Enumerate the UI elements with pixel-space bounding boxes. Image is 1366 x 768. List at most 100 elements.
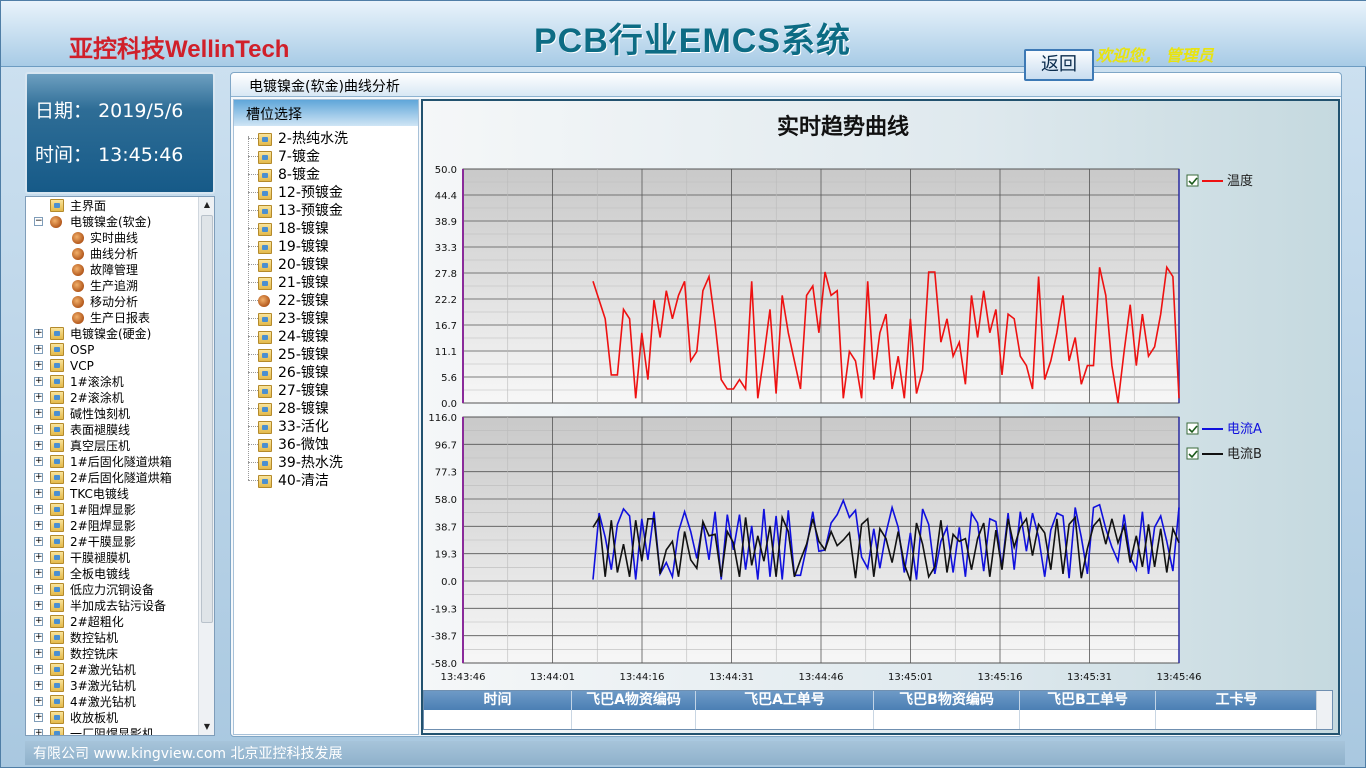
- expand-icon[interactable]: +: [34, 648, 43, 658]
- slot-item[interactable]: 25-镀镍: [234, 346, 418, 364]
- scroll-up-arrow-icon[interactable]: ▲: [203, 200, 211, 209]
- slot-item[interactable]: 7-镀金: [234, 148, 418, 166]
- expand-icon[interactable]: +: [34, 424, 43, 434]
- nav-item[interactable]: +1#后固化隧道烘箱: [26, 454, 198, 470]
- nav-item[interactable]: + 干膜褪膜机: [26, 550, 198, 566]
- expand-icon[interactable]: +: [34, 664, 43, 674]
- slot-item[interactable]: 23-镀镍: [234, 310, 418, 328]
- table-scrollbar[interactable]: [1316, 691, 1332, 729]
- nav-item[interactable]: + VCP: [26, 358, 198, 374]
- slot-item[interactable]: 8-镀金: [234, 166, 418, 184]
- table-cell[interactable]: [696, 710, 874, 729]
- return-button[interactable]: 返回: [1024, 49, 1094, 81]
- nav-item[interactable]: +2#超粗化: [26, 614, 198, 630]
- nav-item[interactable]: +3#激光钻机: [26, 678, 198, 694]
- table-cell[interactable]: [572, 710, 696, 729]
- expand-icon[interactable]: +: [34, 584, 43, 594]
- nav-item[interactable]: + 数控铣床: [26, 646, 198, 662]
- nav-item[interactable]: + 真空层压机: [26, 438, 198, 454]
- slot-item[interactable]: 33-活化: [234, 418, 418, 436]
- expand-icon[interactable]: +: [34, 696, 43, 706]
- nav-item[interactable]: + 一厂阻焊显影机: [26, 726, 198, 736]
- nav-item[interactable]: + OSP: [26, 342, 198, 358]
- folder-icon: [50, 679, 64, 692]
- nav-item[interactable]: 移动分析: [26, 294, 198, 310]
- expand-icon[interactable]: +: [34, 456, 43, 466]
- nav-item[interactable]: − 电镀镍金(软金): [26, 214, 198, 230]
- nav-item[interactable]: +2#滚涂机: [26, 390, 198, 406]
- nav-scrollbar[interactable]: ▲ ▼: [198, 197, 214, 735]
- expand-icon[interactable]: +: [34, 488, 43, 498]
- slot-item[interactable]: 36-微蚀: [234, 436, 418, 454]
- table-header-time[interactable]: 时间: [424, 691, 572, 710]
- slot-item[interactable]: 21-镀镍: [234, 274, 418, 292]
- table-header-busA-code[interactable]: 飞巴A物资编码: [572, 691, 696, 710]
- expand-icon[interactable]: +: [34, 632, 43, 642]
- nav-item[interactable]: 主界面: [26, 198, 198, 214]
- table-cell[interactable]: [874, 710, 1020, 729]
- nav-item[interactable]: +4#激光钻机: [26, 694, 198, 710]
- nav-item[interactable]: +2#阻焊显影: [26, 518, 198, 534]
- table-header-card-no[interactable]: 工卡号: [1156, 691, 1318, 710]
- slot-item[interactable]: 39-热水洗: [234, 454, 418, 472]
- nav-item[interactable]: 曲线分析: [26, 246, 198, 262]
- slot-item[interactable]: 12-预镀金: [234, 184, 418, 202]
- slot-item[interactable]: 13-预镀金: [234, 202, 418, 220]
- slot-item[interactable]: 26-镀镍: [234, 364, 418, 382]
- expand-icon[interactable]: +: [34, 568, 43, 578]
- scroll-thumb[interactable]: [201, 215, 213, 623]
- expand-icon[interactable]: +: [34, 520, 43, 530]
- nav-item[interactable]: 生产追溯: [26, 278, 198, 294]
- nav-item[interactable]: +2#干膜显影: [26, 534, 198, 550]
- expand-icon[interactable]: +: [34, 552, 43, 562]
- table-cell[interactable]: [1156, 710, 1318, 729]
- nav-item[interactable]: +2#后固化隧道烘箱: [26, 470, 198, 486]
- expand-icon[interactable]: +: [34, 504, 43, 514]
- expand-icon[interactable]: +: [34, 472, 43, 482]
- collapse-icon[interactable]: −: [34, 216, 43, 226]
- nav-item[interactable]: 生产日报表: [26, 310, 198, 326]
- expand-icon[interactable]: +: [34, 600, 43, 610]
- expand-icon[interactable]: +: [34, 536, 43, 546]
- table-header-busB-code[interactable]: 飞巴B物资编码: [874, 691, 1020, 710]
- nav-item[interactable]: + TKC电镀线: [26, 486, 198, 502]
- expand-icon[interactable]: +: [34, 344, 43, 354]
- expand-icon[interactable]: +: [34, 408, 43, 418]
- nav-item[interactable]: + 表面褪膜线: [26, 422, 198, 438]
- scroll-down-arrow-icon[interactable]: ▼: [203, 722, 211, 731]
- nav-item[interactable]: 实时曲线: [26, 230, 198, 246]
- slot-item[interactable]: 18-镀镍: [234, 220, 418, 238]
- table-cell[interactable]: [1020, 710, 1156, 729]
- table-header-busA-order[interactable]: 飞巴A工单号: [696, 691, 874, 710]
- nav-item[interactable]: + 收放板机: [26, 710, 198, 726]
- expand-icon[interactable]: +: [34, 376, 43, 386]
- nav-item[interactable]: + 数控钻机: [26, 630, 198, 646]
- slot-item[interactable]: 20-镀镍: [234, 256, 418, 274]
- slot-item[interactable]: 24-镀镍: [234, 328, 418, 346]
- expand-icon[interactable]: +: [34, 728, 43, 736]
- slot-item[interactable]: 19-镀镍: [234, 238, 418, 256]
- nav-item[interactable]: +1#阻焊显影: [26, 502, 198, 518]
- nav-item[interactable]: + 电镀镍金(硬金): [26, 326, 198, 342]
- slot-item[interactable]: 40-清洁: [234, 472, 418, 490]
- nav-item[interactable]: +2#激光钻机: [26, 662, 198, 678]
- expand-icon[interactable]: +: [34, 360, 43, 370]
- slot-item[interactable]: 28-镀镍: [234, 400, 418, 418]
- nav-item[interactable]: + 碱性蚀刻机: [26, 406, 198, 422]
- slot-item[interactable]: 2-热纯水洗: [234, 130, 418, 148]
- expand-icon[interactable]: +: [34, 392, 43, 402]
- expand-icon[interactable]: +: [34, 680, 43, 690]
- nav-item[interactable]: + 半加成去钻污设备: [26, 598, 198, 614]
- expand-icon[interactable]: +: [34, 712, 43, 722]
- table-cell[interactable]: [424, 710, 572, 729]
- slot-item[interactable]: 22-镀镍: [234, 292, 418, 310]
- expand-icon[interactable]: +: [34, 440, 43, 450]
- table-header-busB-order[interactable]: 飞巴B工单号: [1020, 691, 1156, 710]
- expand-icon[interactable]: +: [34, 616, 43, 626]
- expand-icon[interactable]: +: [34, 328, 43, 338]
- nav-item[interactable]: + 全板电镀线: [26, 566, 198, 582]
- nav-item[interactable]: +1#滚涂机: [26, 374, 198, 390]
- nav-item[interactable]: + 低应力沉铜设备: [26, 582, 198, 598]
- slot-item[interactable]: 27-镀镍: [234, 382, 418, 400]
- nav-item[interactable]: 故障管理: [26, 262, 198, 278]
